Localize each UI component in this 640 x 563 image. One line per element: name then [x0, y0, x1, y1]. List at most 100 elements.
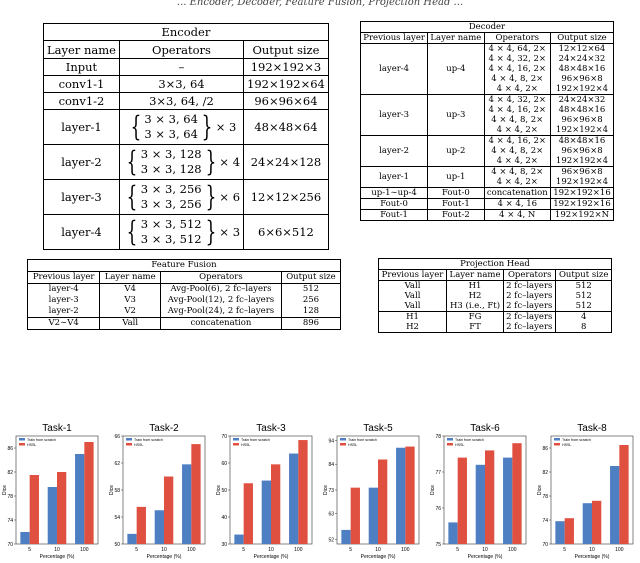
- encoder-block-cell: {3 × 3, 512 3 × 3, 512} × 3: [118, 214, 245, 250]
- projection-cell: 512: [555, 280, 612, 291]
- right-brace: }: [205, 145, 216, 178]
- y-tick-label: 66: [114, 434, 120, 440]
- legend-label: HSSL: [241, 443, 250, 447]
- decoder-op: 4 × 4, 2×: [483, 177, 551, 188]
- encoder-op-line: 3 × 3, 128: [140, 162, 202, 176]
- bar-hssl: [457, 457, 467, 544]
- decoder-cell: 192×192×16: [549, 198, 615, 210]
- decoder-op: 4 × 4, 8, 2×: [483, 166, 551, 177]
- bar-hssl: [243, 483, 253, 544]
- chart-svg: Task-2 50 54 58 62 66 Dice 5 10 100 Percentage (%)…: [109, 423, 206, 560]
- x-tick-label: 10: [54, 547, 60, 553]
- fusion-cell: 512: [280, 283, 342, 295]
- left-brace: {: [126, 215, 138, 248]
- encoder-cell: 3×3, 64: [118, 75, 245, 93]
- y-tick-label: 58: [114, 488, 120, 494]
- right-brace: }: [201, 110, 213, 143]
- encoder-op-line: 3 × 3, 512: [140, 217, 202, 231]
- projection-cell: 8: [555, 322, 612, 333]
- legend-label: HSSL: [348, 443, 357, 447]
- left-brace: {: [126, 145, 138, 178]
- chart-task-2: Task-2 50 54 58 62 66 Dice 5 10 100 Percentage (%)…: [107, 422, 209, 563]
- fusion-cell: Avg-Pool(6), 2 fc–layers: [160, 283, 282, 295]
- x-axis-label: Percentage (%): [468, 554, 503, 560]
- encoder-op-line: 3 × 3, 64: [144, 127, 198, 141]
- bar-scratch: [368, 487, 378, 544]
- decoder-cell: up-2: [427, 135, 485, 167]
- bar-scratch: [182, 464, 192, 544]
- x-tick-label: 10: [268, 547, 274, 553]
- projection-header: Output size: [555, 269, 612, 281]
- encoder-op-line: 3 × 3, 256: [140, 197, 202, 211]
- legend-swatch: [554, 438, 560, 441]
- bar-scratch: [47, 487, 57, 544]
- y-tick-label: 70: [221, 434, 227, 440]
- encoder-cell: layer-3: [43, 179, 120, 215]
- y-tick-label: 75: [435, 542, 441, 548]
- fusion-cell: V3: [99, 295, 162, 306]
- encoder-op-line: 3 × 3, 256: [140, 182, 202, 196]
- y-tick-label: 52: [328, 537, 334, 543]
- y-tick-label: 74: [7, 518, 13, 524]
- chart-svg: Task-5 52 63 73 84 94 Dice 5 10 100 Percentage (%)…: [323, 423, 420, 560]
- legend-swatch: [233, 443, 239, 446]
- x-tick-label: 5: [135, 547, 138, 553]
- legend-label: Train from scratch: [241, 438, 270, 442]
- encoder-cell: layer-4: [43, 214, 120, 250]
- decoder-op: 4 × 4, 8, 2×: [483, 115, 551, 125]
- projection-cell: Vall: [378, 301, 447, 312]
- y-tick-label: 54: [114, 515, 120, 521]
- encoder-cell: layer-1: [43, 109, 120, 145]
- encoder-cell: conv1-1: [43, 75, 120, 93]
- y-tick-label: 94: [328, 439, 334, 445]
- projection-head-title: Projection Head: [378, 258, 612, 270]
- decoder-out: 48×48×16: [549, 64, 615, 74]
- decoder-cell: layer-4: [359, 43, 429, 95]
- decoder-op: 4 × 4, 8, 2×: [483, 74, 551, 84]
- y-axis-label: Dice: [109, 485, 115, 495]
- y-tick-label: 86: [7, 446, 13, 452]
- decoder-out: 96×96×8: [549, 146, 615, 156]
- legend-label: Train from scratch: [134, 438, 163, 442]
- y-tick-label: 82: [7, 470, 13, 476]
- legend-swatch: [340, 438, 346, 441]
- chart-task-6: Task-6 75 76 77 78 Dice 5 10 100 Percentage (%) Tr…: [428, 422, 530, 563]
- y-tick-label: 86: [542, 446, 548, 452]
- left-brace: {: [130, 110, 141, 143]
- encoder-header-operators: Operators: [118, 40, 245, 59]
- bar-hssl: [84, 442, 94, 544]
- bar-hssl: [191, 444, 201, 544]
- bar-hssl: [298, 440, 308, 544]
- legend-swatch: [340, 443, 346, 446]
- decoder-op: 4 × 4, 2×: [483, 156, 551, 167]
- projection-cell: Vall: [378, 280, 447, 291]
- y-tick-label: 78: [542, 494, 548, 500]
- chart-title: Task-3: [256, 423, 286, 434]
- y-tick-label: 63: [328, 511, 334, 517]
- y-axis-label: Dice: [323, 485, 329, 495]
- chart-svg: Task-6 75 76 77 78 Dice 5 10 100 Percentage (%) Tr…: [430, 423, 527, 560]
- y-tick-label: 84: [328, 462, 334, 468]
- decoder-op: 4 × 4, 16, 2×: [483, 105, 551, 115]
- decoder-header: Layer name: [427, 32, 485, 44]
- decoder-out: 24×24×32: [549, 54, 615, 64]
- bar-scratch: [555, 521, 565, 544]
- encoder-op-line: 3 × 3, 64: [144, 112, 198, 126]
- encoder-cell: –: [118, 58, 245, 76]
- fusion-header: Previous layer: [26, 271, 101, 284]
- x-tick-label: 5: [28, 547, 31, 553]
- chart-title: Task-8: [577, 423, 607, 434]
- chart-title: Task-1: [42, 423, 72, 434]
- x-tick-label: 5: [563, 547, 566, 553]
- bar-scratch: [127, 533, 137, 544]
- bar-scratch: [234, 534, 244, 544]
- y-tick-label: 78: [435, 434, 441, 440]
- projection-cell: 512: [555, 301, 612, 312]
- decoder-out: 48×48×16: [549, 105, 615, 115]
- encoder-block-cell: {3 × 3, 256 3 × 3, 256} × 6: [118, 179, 245, 215]
- decoder-header: Output size: [549, 32, 615, 44]
- legend-swatch: [447, 438, 453, 441]
- decoder-cell: layer-1: [359, 166, 429, 188]
- chart-task-8: Task-8 70 74 78 82 86 Dice 5 10 100 Percentage (%)…: [535, 422, 637, 563]
- encoder-header-layer: Layer name: [43, 40, 120, 59]
